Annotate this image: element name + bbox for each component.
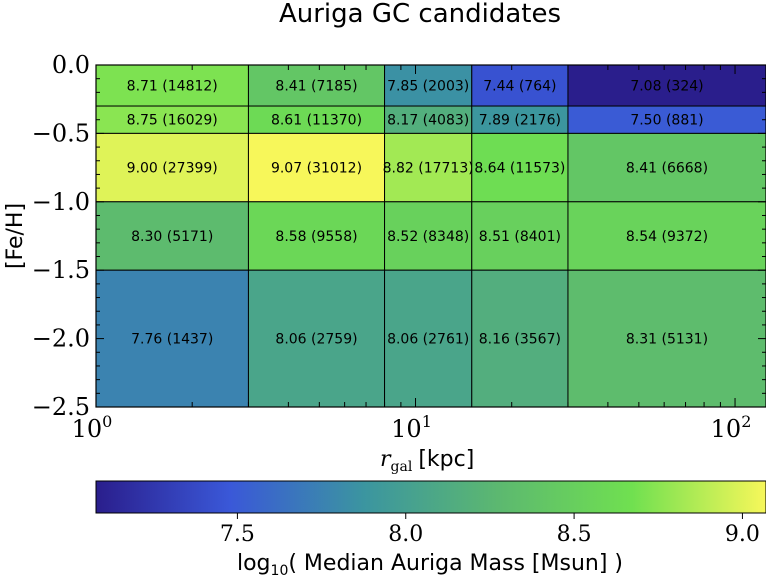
cell-label: 8.41 (7185) [275, 79, 357, 95]
cell-label: 7.44 (764) [483, 79, 556, 95]
colorbar [95, 480, 766, 514]
colorbar-label-sub: 10 [271, 563, 289, 576]
x-axis-label-unit: [kpc] [418, 447, 474, 472]
cell-label: 7.76 (1437) [131, 332, 213, 348]
colorbar-tick-label: 7.5 [220, 522, 255, 547]
plot-frame [95, 64, 766, 408]
colorbar-label-prefix: log [237, 551, 271, 576]
cell-label: 8.41 (6668) [626, 161, 708, 177]
cell-label: 7.85 (2003) [387, 79, 469, 95]
colorbar-label: log10( Median Auriga Mass [Msun] ) [237, 551, 623, 576]
colorbar-tick-label: 8.5 [557, 522, 592, 547]
cell-label: 8.58 (9558) [275, 229, 357, 245]
cell-label: 8.06 (2761) [387, 332, 469, 348]
heatmap-cell [567, 269, 766, 408]
cell-label: 8.75 (16029) [127, 113, 218, 129]
cell-label: 8.30 (5171) [131, 229, 213, 245]
colorbar-tick-label: 9.0 [725, 522, 760, 547]
x-axis-label: rgal [kpc] [380, 447, 474, 475]
cell-label: 8.31 (5131) [626, 332, 708, 348]
cell-label: 9.07 (31012) [271, 161, 362, 177]
x-tick-label: 101 [391, 412, 432, 443]
heatmap-cell [384, 132, 473, 203]
heatmap-cell [247, 64, 386, 107]
y-tick-label: −1.0 [32, 188, 90, 216]
heatmap-cell [567, 64, 766, 107]
heatmap-cell [247, 105, 386, 134]
cell-label: 8.06 (2759) [275, 332, 357, 348]
cell-label: 8.64 (11573) [474, 161, 565, 177]
y-tick-label: 0.0 [52, 51, 90, 79]
cell-label: 8.71 (14812) [127, 79, 218, 95]
heatmap-cell [471, 269, 569, 408]
cell-label: 7.08 (324) [630, 79, 703, 95]
x-tick-label: 102 [711, 412, 752, 443]
cell-label: 8.82 (17713) [383, 161, 474, 177]
heatmap-cell [567, 105, 766, 134]
heatmap-cell [567, 201, 766, 271]
heatmap-cell [471, 132, 569, 203]
x-axis-label-sub: gal [391, 459, 413, 475]
heatmap-cell [247, 269, 386, 408]
cell-label: 8.52 (8348) [387, 229, 469, 245]
heatmap-cell [471, 201, 569, 271]
y-tick-label: −0.5 [32, 119, 90, 147]
cell-label: 7.89 (2176) [479, 113, 561, 129]
cell-label: 8.54 (9372) [626, 229, 708, 245]
colorbar-label-rest: ( Median Auriga Mass [Msun] ) [288, 551, 623, 576]
cell-label: 8.51 (8401) [479, 229, 561, 245]
colorbar-tick-label: 8.0 [388, 522, 423, 547]
y-tick-label: −2.5 [32, 393, 90, 421]
heatmap-cell [95, 64, 249, 107]
heatmap-cell [247, 201, 386, 271]
chart-title: Auriga GC candidates [279, 0, 561, 29]
cell-label: 8.17 (4083) [387, 113, 469, 129]
heatmap-cells: 8.71 (14812) 8.41 (7185) 7.85 (2003) 7.44 (… [95, 64, 766, 408]
cell-label: 8.61 (11370) [271, 113, 362, 129]
cell-label: 7.50 (881) [630, 113, 703, 129]
x-tick-label: 100 [72, 412, 113, 443]
y-axis-label: [Fe/H] [3, 203, 28, 269]
colorbar-ticks: 7.5 8.0 8.5 9.0 [220, 513, 760, 547]
heatmap-cell [567, 132, 766, 203]
cell-label: 9.00 (27399) [127, 161, 218, 177]
heatmap-cell [95, 269, 249, 408]
y-tick-label: −1.5 [32, 256, 90, 284]
heatmap-cell [384, 269, 473, 408]
cell-label: 8.16 (3567) [479, 332, 561, 348]
x-axis-label-main: r [380, 447, 392, 472]
y-tick-label: −2.0 [32, 325, 90, 353]
